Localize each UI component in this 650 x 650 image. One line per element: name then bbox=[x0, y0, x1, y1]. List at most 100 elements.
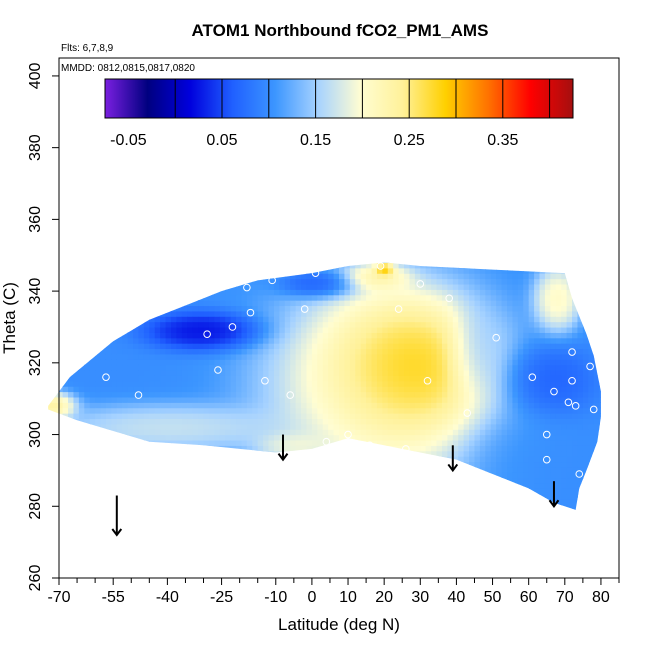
heatmap-cell bbox=[111, 294, 118, 301]
heatmap-cell bbox=[252, 300, 259, 307]
heatmap-cell bbox=[208, 482, 215, 489]
heatmap-cell bbox=[544, 493, 551, 500]
heatmap-cell bbox=[436, 466, 443, 473]
heatmap-cell bbox=[143, 353, 150, 360]
heatmap-cell bbox=[311, 450, 318, 457]
heatmap-cell bbox=[398, 504, 405, 510]
heatmap-cell bbox=[420, 386, 427, 393]
heatmap-cell bbox=[371, 396, 378, 403]
heatmap-cell bbox=[143, 396, 150, 403]
heatmap-cell bbox=[328, 364, 335, 371]
heatmap-cell bbox=[176, 337, 183, 344]
heatmap-cell bbox=[192, 439, 199, 446]
heatmap-cell bbox=[523, 262, 530, 269]
heatmap-cell bbox=[463, 364, 470, 371]
heatmap-cell bbox=[333, 493, 340, 500]
heatmap-cell bbox=[48, 364, 53, 371]
heatmap-cell bbox=[474, 252, 480, 258]
heatmap-cell bbox=[540, 252, 546, 258]
heatmap-cell bbox=[230, 321, 237, 328]
heatmap-cell bbox=[366, 396, 373, 403]
heatmap-cell bbox=[160, 429, 167, 436]
heatmap-cell bbox=[41, 408, 47, 414]
heatmap-cell bbox=[555, 370, 562, 376]
heatmap-cell bbox=[100, 326, 107, 333]
heatmap-cell bbox=[203, 477, 210, 484]
heatmap-cell bbox=[404, 499, 411, 506]
heatmap-cell bbox=[349, 493, 356, 500]
heatmap-cell bbox=[409, 267, 416, 274]
heatmap-cell bbox=[539, 482, 546, 489]
heatmap-cell bbox=[317, 493, 324, 500]
heatmap-cell bbox=[539, 353, 546, 360]
heatmap-cell bbox=[181, 423, 188, 430]
heatmap-cell bbox=[268, 364, 275, 371]
heatmap-cell bbox=[414, 380, 421, 387]
heatmap-cell bbox=[257, 407, 264, 414]
heatmap-cell bbox=[528, 343, 535, 350]
heatmap-cell bbox=[463, 482, 470, 489]
heatmap-cell bbox=[485, 413, 492, 420]
heatmap-cell bbox=[501, 456, 508, 463]
heatmap-cell bbox=[143, 262, 150, 269]
heatmap-cell bbox=[317, 289, 324, 296]
heatmap-cell bbox=[306, 439, 313, 446]
heatmap-cell bbox=[68, 375, 75, 382]
heatmap-cell bbox=[84, 434, 91, 441]
heatmap-cell bbox=[485, 504, 492, 510]
heatmap-cell bbox=[360, 386, 367, 393]
heatmap-cell bbox=[404, 283, 411, 290]
heatmap-cell bbox=[414, 493, 421, 500]
heatmap-cell bbox=[523, 294, 530, 301]
heatmap-cell bbox=[311, 472, 318, 479]
heatmap-cell bbox=[523, 273, 530, 280]
heatmap-cell bbox=[187, 466, 194, 473]
heatmap-cell bbox=[306, 332, 313, 339]
heatmap-cell bbox=[187, 499, 194, 506]
heatmap-cell bbox=[436, 267, 443, 274]
heatmap-cell bbox=[187, 482, 194, 489]
heatmap-cell bbox=[220, 515, 226, 521]
heatmap-cell bbox=[507, 252, 513, 258]
heatmap-cell bbox=[382, 423, 389, 430]
heatmap-cell bbox=[122, 450, 129, 457]
heatmap-cell bbox=[225, 353, 232, 360]
heatmap-cell bbox=[523, 348, 530, 355]
heatmap-cell bbox=[273, 343, 280, 350]
heatmap-cell bbox=[181, 294, 188, 301]
heatmap-cell bbox=[160, 402, 167, 409]
heatmap-cell bbox=[452, 402, 459, 409]
heatmap-cell bbox=[273, 300, 280, 307]
heatmap-cell bbox=[512, 337, 519, 344]
heatmap-cell bbox=[463, 439, 470, 446]
heatmap-cell bbox=[366, 380, 373, 387]
heatmap-cell bbox=[334, 515, 340, 521]
heatmap-cell bbox=[479, 461, 486, 468]
heatmap-cell bbox=[41, 413, 47, 419]
heatmap-cell bbox=[230, 370, 237, 376]
heatmap-cell bbox=[501, 488, 508, 495]
heatmap-cell bbox=[246, 353, 253, 360]
heatmap-cell bbox=[149, 283, 156, 290]
heatmap-cell bbox=[317, 472, 324, 479]
heatmap-cell bbox=[284, 472, 291, 479]
heatmap-cell bbox=[165, 310, 172, 317]
heatmap-cell bbox=[127, 423, 134, 430]
heatmap-cell bbox=[182, 252, 188, 258]
heatmap-cell bbox=[441, 407, 448, 414]
heatmap-cell bbox=[512, 321, 519, 328]
heatmap-cell bbox=[409, 391, 416, 398]
heatmap-cell bbox=[409, 364, 416, 371]
heatmap-cell bbox=[143, 380, 150, 387]
heatmap-cell bbox=[57, 391, 64, 398]
heatmap-cell bbox=[458, 450, 465, 457]
heatmap-cell bbox=[133, 289, 140, 296]
heatmap-cell bbox=[214, 289, 221, 296]
heatmap-cell bbox=[540, 510, 546, 516]
heatmap-cell bbox=[328, 477, 335, 484]
heatmap-cell bbox=[79, 510, 85, 516]
heatmap-cell bbox=[550, 262, 557, 264]
heatmap-cell bbox=[78, 499, 85, 506]
heatmap-cell bbox=[279, 515, 285, 521]
heatmap-cell bbox=[479, 391, 486, 398]
